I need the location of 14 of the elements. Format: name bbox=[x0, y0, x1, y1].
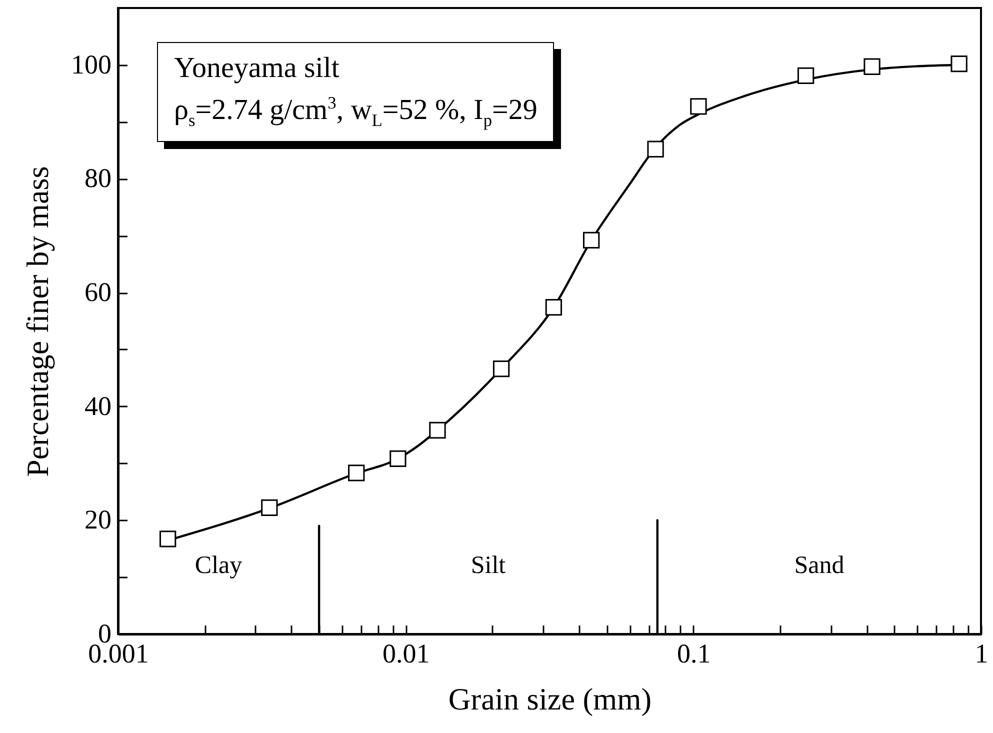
y-tick-label: 100 bbox=[71, 49, 112, 80]
y-axis-title: Percentage finer by mass bbox=[20, 166, 55, 477]
x-tick-label: 0.01 bbox=[382, 638, 430, 668]
y-tick-label: 60 bbox=[84, 277, 112, 308]
x-axis-title: Grain size (mm) bbox=[448, 682, 652, 716]
y-tick-label: 80 bbox=[84, 163, 112, 194]
y-tick-label: 20 bbox=[84, 504, 112, 535]
y-tick-label: 40 bbox=[84, 390, 112, 421]
annotation: Silt bbox=[470, 552, 506, 580]
x-tick-label: 1 bbox=[974, 638, 988, 668]
annotation: Yoneyama silt bbox=[174, 51, 340, 86]
annotation: Sand bbox=[794, 552, 845, 580]
x-tick-label: 0.1 bbox=[676, 638, 711, 668]
annotation: Clay bbox=[194, 552, 243, 580]
